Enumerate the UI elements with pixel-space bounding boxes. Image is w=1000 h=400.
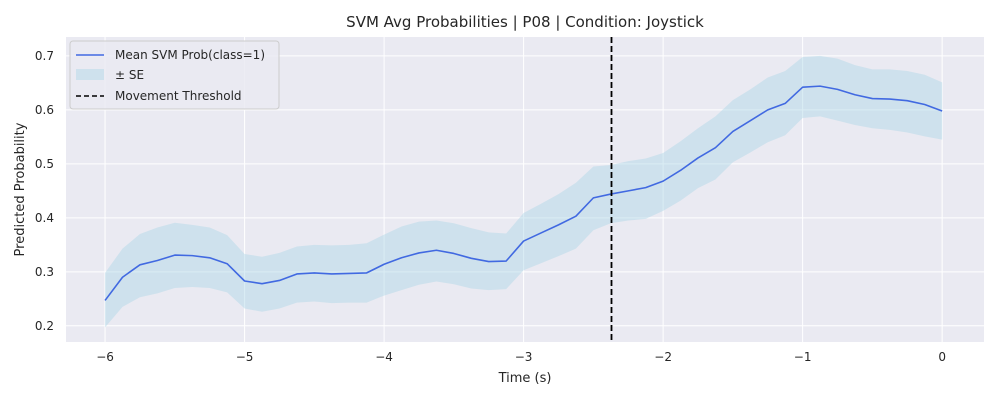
x-tick-label: −6 xyxy=(96,350,114,364)
chart-title: SVM Avg Probabilities | P08 | Condition:… xyxy=(346,13,704,31)
y-tick-label: 0.5 xyxy=(35,157,54,171)
x-tick-label: −4 xyxy=(375,350,393,364)
legend-entry-mean: Mean SVM Prob(class=1) xyxy=(115,48,265,62)
se-band-layer xyxy=(105,55,943,328)
legend-box xyxy=(69,40,280,110)
grid xyxy=(66,37,984,342)
x-tick-label: −1 xyxy=(794,350,812,364)
y-tick-label: 0.4 xyxy=(35,211,54,225)
y-axis-label: Predicted Probability xyxy=(13,122,28,256)
legend-band-swatch xyxy=(76,69,104,80)
legend-entry-threshold: Movement Threshold xyxy=(115,89,242,103)
x-tick-label: 0 xyxy=(938,350,946,364)
x-tick-label: −3 xyxy=(515,350,533,364)
x-axis-ticks: −6 −5 −4 −3 −2 −1 0 xyxy=(96,350,946,364)
se-band xyxy=(105,55,943,328)
x-tick-label: −2 xyxy=(654,350,672,364)
legend-entry-se: ± SE xyxy=(115,68,144,82)
y-tick-label: 0.3 xyxy=(35,265,54,279)
y-tick-label: 0.6 xyxy=(35,103,54,117)
x-tick-label: −5 xyxy=(236,350,254,364)
x-axis-label: Time (s) xyxy=(498,371,552,386)
legend: Mean SVM Prob(class=1) ± SE Movement Thr… xyxy=(69,40,280,110)
y-tick-label: 0.2 xyxy=(35,319,54,333)
y-tick-label: 0.7 xyxy=(35,49,54,63)
mean-prob-line xyxy=(104,85,943,301)
series-line-layer xyxy=(104,85,943,301)
y-axis-ticks: 0.2 0.3 0.4 0.5 0.6 0.7 xyxy=(35,49,54,333)
